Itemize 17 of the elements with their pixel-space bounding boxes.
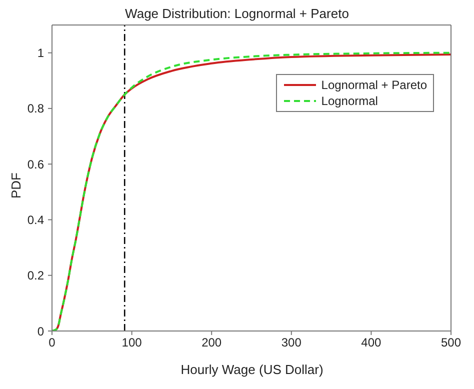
- x-tick-label: 0: [48, 336, 56, 350]
- x-tick-label: 500: [440, 336, 462, 350]
- y-tick-label: 0.6: [27, 157, 44, 172]
- x-tick-label: 400: [361, 336, 382, 350]
- x-axis-title: Hourly Wage (US Dollar): [180, 362, 324, 377]
- x-tick-label: 300: [281, 336, 302, 350]
- y-tick-label: 0.8: [27, 102, 44, 116]
- legend-label: Lognormal: [321, 94, 378, 108]
- x-tick-label: 100: [122, 336, 142, 350]
- y-tick-label: 0.4: [27, 212, 44, 227]
- legend-label: Lognormal + Pareto: [321, 78, 427, 92]
- y-tick-label: 0.2: [27, 268, 44, 283]
- y-tick-label: 1: [37, 46, 44, 60]
- y-tick-label: 0: [37, 324, 44, 338]
- x-tick-label: 200: [202, 336, 222, 350]
- y-axis-title: PDF: [8, 172, 24, 200]
- chart-title: Wage Distribution: Lognormal + Pareto: [124, 7, 350, 21]
